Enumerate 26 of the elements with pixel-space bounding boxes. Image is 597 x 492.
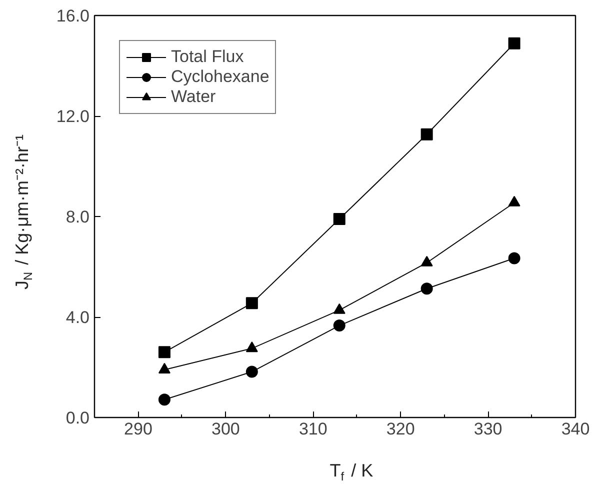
- x-tick-label: 340: [561, 420, 590, 438]
- point: [158, 346, 170, 358]
- x-tick-label: 300: [212, 420, 240, 438]
- y-tick-label: 12.0: [56, 107, 90, 126]
- y-tick-label: 8.0: [66, 208, 90, 226]
- y-tick-label: 4.0: [66, 308, 90, 327]
- x-tick-label: 290: [124, 420, 152, 438]
- point: [420, 128, 433, 140]
- point: [333, 320, 346, 332]
- point: [158, 394, 170, 406]
- point: [246, 342, 258, 352]
- y-tick-label: 16.0: [56, 6, 90, 26]
- point: [333, 213, 346, 226]
- y-axis-title: JN / Kg·μm·m⁻²·hr⁻¹: [12, 134, 36, 290]
- point: [246, 366, 258, 378]
- legend-label: Water: [171, 87, 216, 107]
- x-tick-label: 330: [474, 420, 502, 438]
- point: [246, 297, 258, 310]
- legend-label: Cyclohexane: [171, 67, 270, 87]
- point: [508, 252, 520, 264]
- x-tick-label: 320: [386, 420, 415, 438]
- point: [508, 37, 520, 50]
- y-tick-label: 0.0: [66, 408, 90, 428]
- x-tick-label: 310: [298, 420, 328, 438]
- legend-label: Total Flux: [171, 47, 244, 67]
- point: [420, 282, 433, 295]
